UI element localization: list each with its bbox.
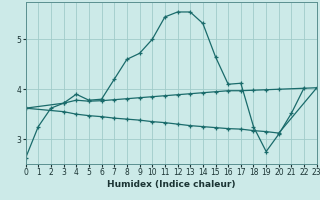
X-axis label: Humidex (Indice chaleur): Humidex (Indice chaleur) <box>107 180 236 189</box>
